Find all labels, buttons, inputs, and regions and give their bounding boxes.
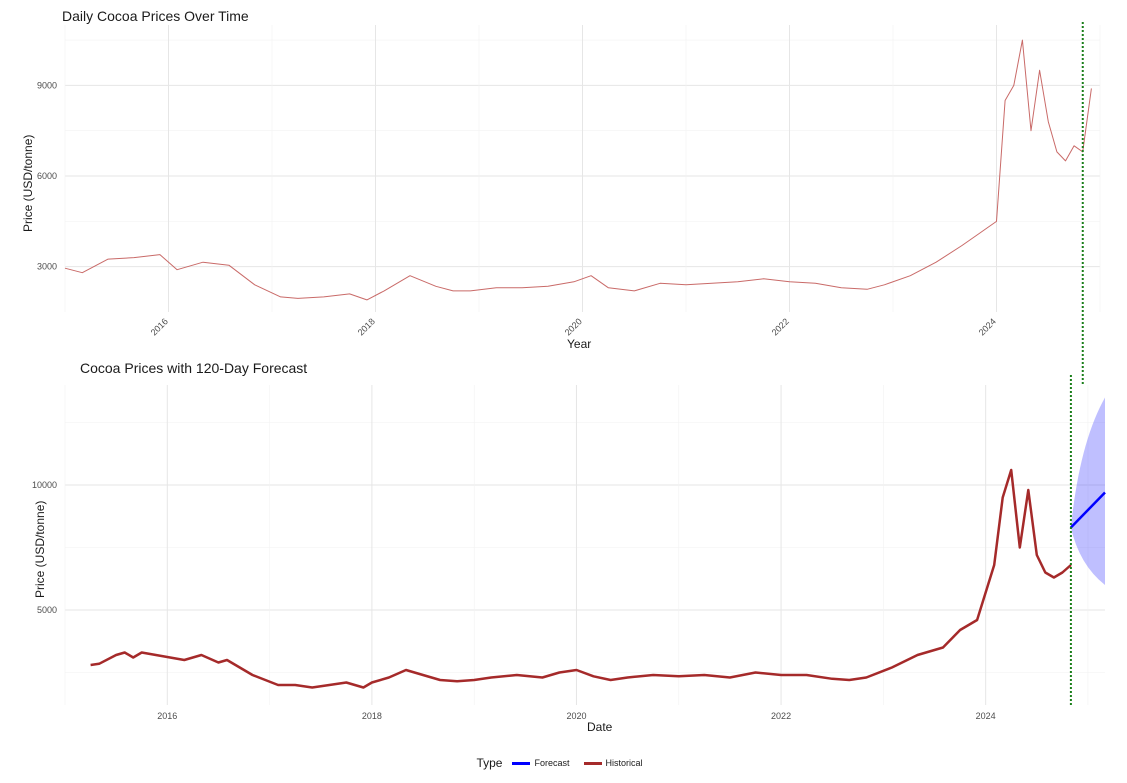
- chart2-y-label: Price (USD/tonne): [33, 500, 47, 598]
- chart2-series-line-forecast: [1070, 491, 1106, 529]
- chart2-x-label: Date: [587, 720, 613, 734]
- chart1-x-tick-label: 2020: [563, 316, 584, 337]
- chart1-title: Daily Cocoa Prices Over Time: [62, 8, 249, 24]
- legend-key-historical: [583, 761, 602, 765]
- chart2-x-tick-label: 2018: [362, 711, 382, 721]
- chart1-x-tick-label: 2018: [356, 316, 377, 337]
- chart2-title: Cocoa Prices with 120-Day Forecast: [80, 360, 308, 376]
- chart2-x-tick-label: 2022: [771, 711, 791, 721]
- chart1-y-tick-label: 6000: [37, 171, 57, 181]
- legend: Type Forecast Historical: [0, 752, 1127, 774]
- chart1-x-tick-label: 2016: [149, 316, 170, 337]
- chart1-series-line-price: [64, 39, 1092, 301]
- chart2-x-tick-label: 2020: [566, 711, 586, 721]
- chart2-y-tick-label: 5000: [37, 605, 57, 615]
- forecast-confidence-band: [1070, 397, 1105, 585]
- legend-entry-forecast: Forecast: [512, 758, 570, 768]
- legend-title: Type: [476, 756, 503, 770]
- chart1-x-label: Year: [567, 337, 592, 351]
- chart2-x-tick-label: 2024: [976, 711, 996, 721]
- chart2-x-tick-label: 2016: [157, 711, 177, 721]
- chart1-x-tick-label: 2024: [977, 316, 998, 337]
- chart2-series-line-historical: [90, 468, 1072, 689]
- chart1-y-tick-label: 3000: [37, 262, 57, 272]
- chart1-y-tick-label: 9000: [37, 80, 57, 90]
- legend-label-historical: Historical: [605, 758, 643, 768]
- chart1-x-tick-label: 2022: [770, 316, 791, 337]
- legend-label-forecast: Forecast: [534, 758, 570, 768]
- legend-key-forecast: [512, 761, 531, 765]
- legend-entry-historical: Historical: [583, 758, 643, 768]
- chart2-y-tick-label: 10000: [32, 480, 57, 490]
